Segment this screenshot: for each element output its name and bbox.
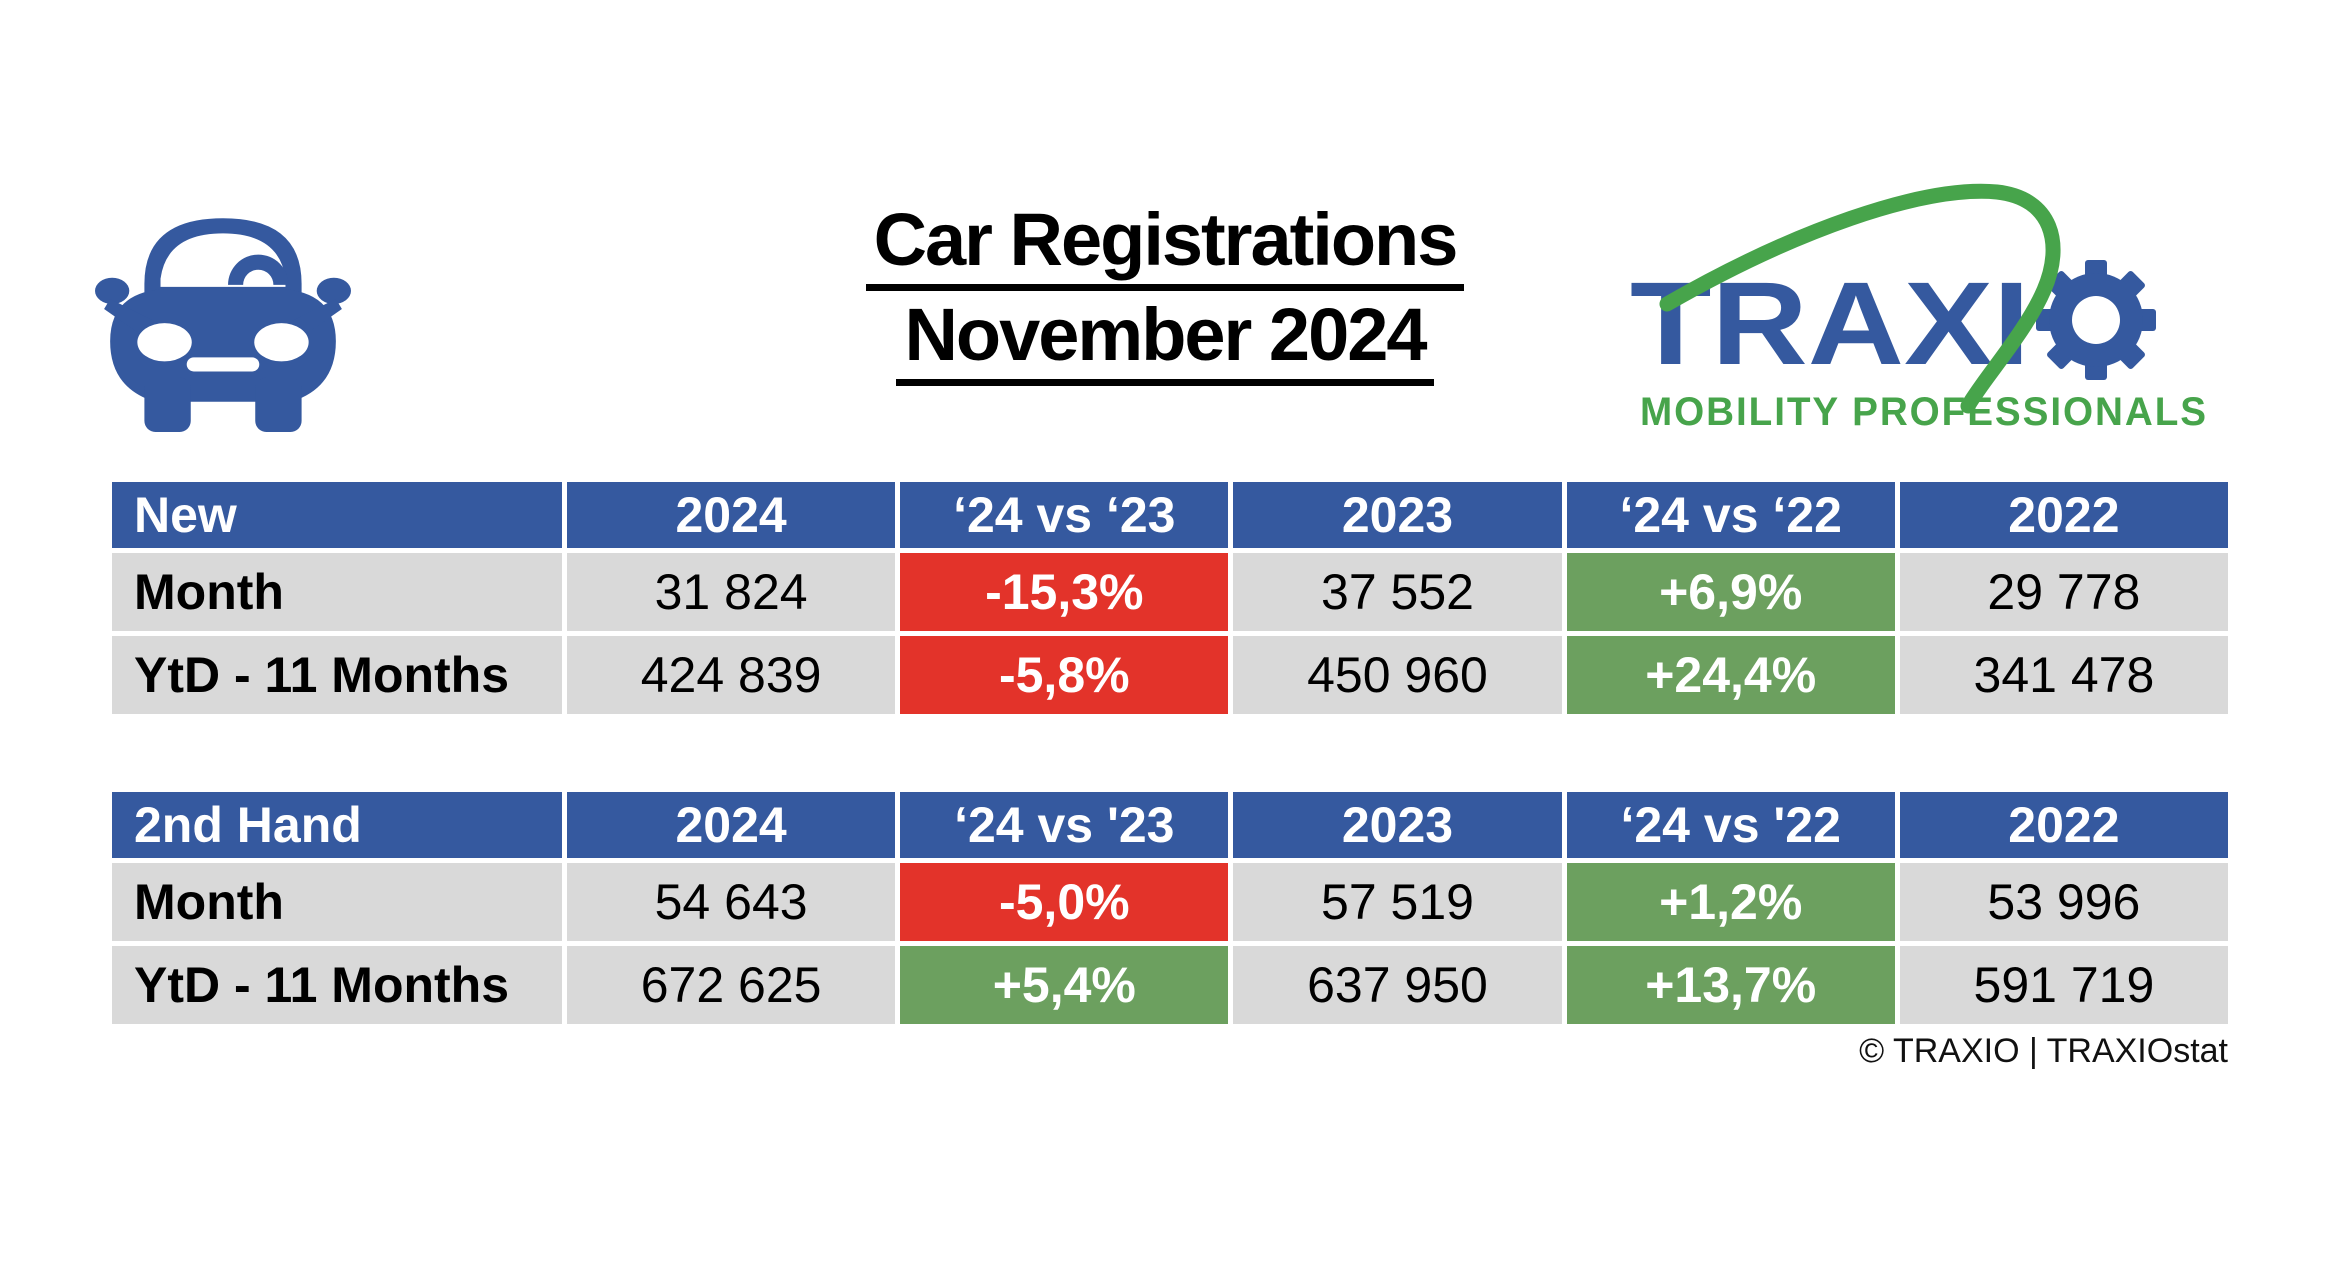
- page-title-line2: November 2024: [896, 294, 1434, 386]
- table2-ytd-24vs22: +13,7%: [1566, 946, 1895, 1024]
- table1-header-2023: 2023: [1233, 482, 1562, 548]
- table1-header-24vs22: ‘24 vs ‘22: [1566, 482, 1895, 548]
- table1-title-cell: New: [112, 482, 562, 548]
- swoosh-icon: [1659, 183, 2061, 414]
- table1-ytd-24vs23: -5,8%: [900, 636, 1229, 714]
- table2-row-ytd-label: YtD - 11 Months: [112, 946, 562, 1024]
- table2-row-month-label: Month: [112, 863, 562, 941]
- table1-month-24vs22: +6,9%: [1566, 553, 1895, 631]
- table2-title-cell: 2nd Hand: [112, 792, 562, 858]
- table1-header-24vs23: ‘24 vs ‘23: [900, 482, 1229, 548]
- table2-month-24vs23: -5,0%: [900, 863, 1229, 941]
- logo-brand-text: TRAXI: [1630, 258, 2030, 390]
- table2-month-2023: 57 519: [1233, 863, 1562, 941]
- table1-header-2022: 2022: [1899, 482, 2228, 548]
- table2-header-2023: 2023: [1233, 792, 1562, 858]
- table1-row-month-label: Month: [112, 553, 562, 631]
- table1-ytd-2024: 424 839: [567, 636, 896, 714]
- table1-month-24vs23: -15,3%: [900, 553, 1229, 631]
- car-icon: [95, 218, 351, 432]
- table2-header-24vs22: ‘24 vs '22: [1566, 792, 1895, 858]
- table2-ytd-2022: 591 719: [1899, 946, 2228, 1024]
- table1-header-2024: 2024: [567, 482, 896, 548]
- table2-ytd-2024: 672 625: [567, 946, 896, 1024]
- copyright-note: © TRAXIO | TRAXIOstat: [1859, 1032, 2228, 1070]
- new-cars-table: New 2024 ‘24 vs ‘23 2023 ‘24 vs ‘22 2022…: [112, 482, 2228, 714]
- table1-ytd-2022: 341 478: [1899, 636, 2228, 714]
- page-title: Car Registrations November 2024: [0, 200, 2330, 390]
- table1-month-2024: 31 824: [567, 553, 896, 631]
- table2-ytd-24vs23: +5,4%: [900, 946, 1229, 1024]
- table2-month-24vs22: +1,2%: [1566, 863, 1895, 941]
- table2-ytd-2023: 637 950: [1233, 946, 1562, 1024]
- table2-month-2022: 53 996: [1899, 863, 2228, 941]
- table2-header-2022: 2022: [1899, 792, 2228, 858]
- table1-row-ytd-label: YtD - 11 Months: [112, 636, 562, 714]
- table1-ytd-24vs22: +24,4%: [1566, 636, 1895, 714]
- gear-icon: [2036, 260, 2156, 380]
- table1-month-2022: 29 778: [1899, 553, 2228, 631]
- table2-header-2024: 2024: [567, 792, 896, 858]
- second-hand-cars-table: 2nd Hand 2024 ‘24 vs '23 2023 ‘24 vs '22…: [112, 792, 2228, 1024]
- table2-month-2024: 54 643: [567, 863, 896, 941]
- table1-month-2023: 37 552: [1233, 553, 1562, 631]
- page-title-line1: Car Registrations: [865, 200, 1465, 291]
- logo-tagline: MOBILITY PROFESSIONALS: [1640, 390, 2208, 434]
- traxio-logo: TRAXI MOBILITY PROFESSIONALS: [1630, 183, 2208, 434]
- table1-ytd-2023: 450 960: [1233, 636, 1562, 714]
- table2-header-24vs23: ‘24 vs '23: [900, 792, 1229, 858]
